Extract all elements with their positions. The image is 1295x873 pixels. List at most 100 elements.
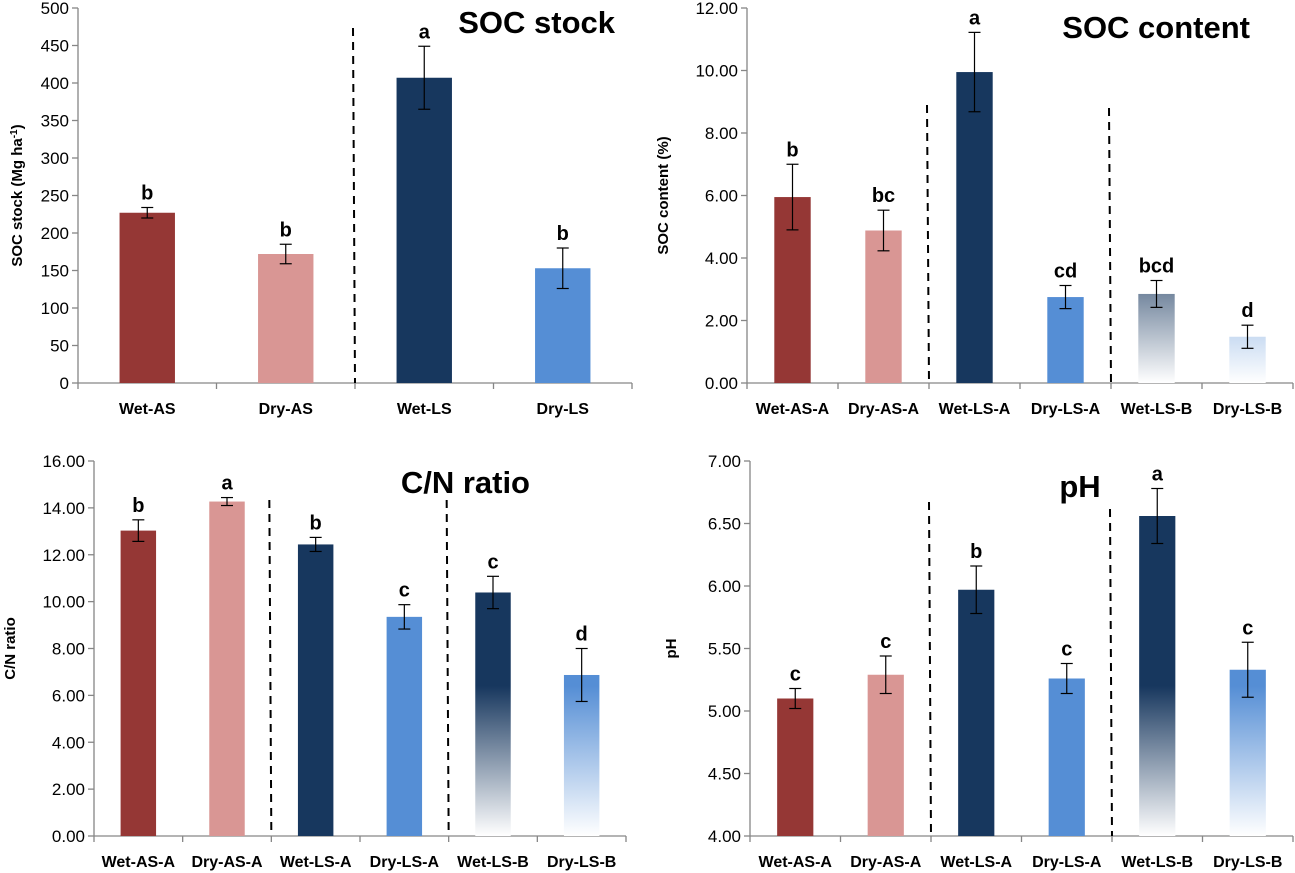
y-tick-label: 5.50 [708,640,741,659]
x-tick-label: Dry-AS-A [850,854,922,871]
bar-wet-ls-b [1138,293,1175,383]
y-tick-label: 5.00 [708,702,741,721]
significance-label: b [786,139,798,161]
x-tick-label: Dry-LS-B [547,854,616,871]
y-tick-label: 10.00 [695,62,738,81]
y-tick-label: 6.50 [708,515,741,534]
y-tick-label: 0.00 [52,827,85,846]
y-tick-label: 4.50 [708,765,741,784]
significance-label: a [969,7,981,29]
y-tick-label: 6.00 [52,686,85,705]
y-tick-label: 0.00 [705,374,738,393]
y-tick-label: 250 [41,187,69,206]
significance-label: a [1152,464,1164,486]
bar-dry-as-a [209,501,245,836]
significance-label: cd [1054,261,1077,283]
x-tick-label: Wet-LS-B [1121,854,1193,871]
significance-label: b [141,183,153,205]
x-tick-label: Dry-LS-B [1213,401,1282,418]
y-tick-label: 500 [41,0,69,18]
group-divider [1108,107,1112,384]
x-tick-label: Dry-AS-A [848,401,920,418]
y-axis-title: C/N ratio [2,617,19,680]
y-axis-title: pH [663,639,680,659]
chart-title: pH [1059,469,1100,504]
x-tick-label: Wet-AS [119,401,176,418]
significance-label: c [399,580,410,602]
y-tick-label: 7.00 [708,452,741,471]
y-tick-label: 2.00 [52,780,85,799]
y-tick-label: 300 [41,149,69,168]
x-tick-label: Wet-LS-B [457,854,529,871]
significance-label: bc [872,185,895,207]
x-tick-label: Wet-LS-A [939,401,1011,418]
significance-label: c [487,551,498,573]
x-tick-label: Dry-AS-A [191,854,263,871]
group-divider [928,501,932,837]
y-tick-label: 6.00 [708,577,741,596]
y-tick-label: 14.00 [42,499,85,518]
x-tick-label: Dry-AS [259,401,314,418]
significance-label: b [557,223,569,245]
bar-wet-as [119,212,175,383]
bar-wet-as-a [120,530,157,836]
x-tick-label: Dry-LS-A [1032,854,1102,871]
y-tick-label: 16.00 [42,452,85,471]
x-tick-label: Wet-LS-B [1121,401,1193,418]
cn-ratio-panel: 0.00 2.00 4.00 6.00 8.00 10.00 12.00 14.00 16.00… [2,452,627,871]
y-tick-label: 350 [41,112,69,131]
y-tick-label: 10.00 [42,593,85,612]
chart-title: C/N ratio [401,465,530,500]
x-tick-label: Wet-LS-A [280,854,352,871]
chart-title: SOC stock [458,5,616,40]
y-tick-label: 50 [50,337,69,356]
group-divider [445,499,450,837]
x-tick-label: Dry-LS-A [1031,401,1101,418]
significance-label: d [576,624,588,646]
y-axis-title-superscript: -1 [9,129,20,138]
bar-dry-as [258,254,314,383]
bar-dry-ls-a [1047,297,1084,383]
bar-wet-ls-a [297,544,334,836]
y-tick-label: 2.00 [705,312,738,331]
y-tick-label: 4.00 [52,733,85,752]
x-tick-label: Wet-AS-A [756,401,830,418]
y-tick-label: 12.00 [42,546,85,565]
x-tick-label: Wet-AS-A [102,854,176,871]
y-tick-label: 6.00 [705,187,738,206]
chart-title: SOC content [1062,10,1250,45]
bar-wet-as-a [777,698,814,836]
soc-content-panel: 0.00 2.00 4.00 6.00 8.00 10.00 12.00 SOC conten… [655,0,1294,418]
significance-label: c [1242,617,1253,639]
x-tick-label: Wet-LS [397,401,452,418]
y-tick-label: 150 [41,262,69,281]
x-tick-label: Wet-LS-A [940,854,1012,871]
group-divider [268,499,273,837]
y-tick-label: 0 [60,374,69,393]
significance-label: a [221,473,233,495]
bar-wet-ls-a [958,589,995,836]
y-tick-label: 450 [41,37,69,56]
y-tick-label: 12.00 [695,0,738,18]
significance-label: b [132,495,144,517]
y-axis-title: SOC stock (Mg ha-1) [9,124,27,266]
bar-wet-ls [396,77,452,383]
x-tick-label: Dry-LS-B [1213,854,1282,871]
significance-label: bcd [1139,256,1175,278]
bar-dry-ls-a [1048,678,1085,836]
significance-label: d [1241,300,1253,322]
group-divider [1109,508,1113,837]
significance-label: c [880,631,891,653]
group-divider [352,27,356,384]
y-tick-label: 200 [41,224,69,243]
y-tick-label: 100 [41,299,69,318]
y-tick-label: 4.00 [705,249,738,268]
bar-dry-as-a [867,674,904,836]
ph-panel: 4.00 4.50 5.00 5.50 6.00 6.50 7.00 pH pH c Wet-AS-… [663,452,1294,871]
significance-label: b [280,219,292,241]
bar-wet-ls-b [1139,516,1176,836]
group-divider [926,104,930,384]
bar-dry-as-a [865,230,902,383]
y-tick-label: 400 [41,74,69,93]
